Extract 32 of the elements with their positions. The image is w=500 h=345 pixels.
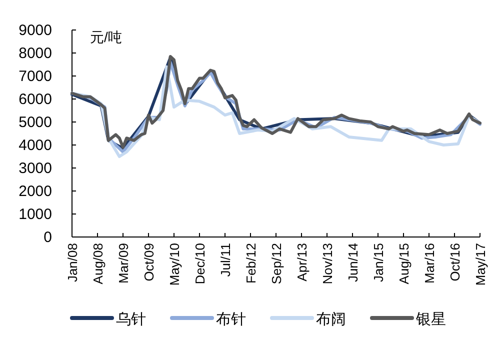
x-tick-label: Mar/16: [422, 243, 437, 284]
legend-label: 布针: [216, 311, 246, 328]
x-tick-label: May/10: [167, 243, 182, 286]
x-tick-label: Oct/09: [142, 243, 156, 282]
y-tick-label: 1000: [18, 206, 52, 223]
y-tick-label: 7000: [18, 68, 52, 85]
y-tick-label: 2000: [18, 183, 52, 200]
x-tick-label: Jan/15: [371, 243, 386, 282]
x-tick-label: Oct/16: [448, 243, 462, 282]
y-tick-label: 3000: [18, 160, 52, 177]
y-tick-label: 6000: [18, 91, 52, 108]
legend-label: 布阔: [316, 311, 346, 328]
y-tick-label: 9000: [18, 22, 52, 39]
x-tick-label: Mar/09: [116, 243, 131, 284]
x-tick-label: Aug/08: [90, 243, 106, 284]
x-tick-label: Sep/12: [269, 243, 284, 284]
x-tick-label: Feb/12: [244, 243, 258, 284]
x-tick-label: May/17: [473, 243, 488, 286]
y-tick-label: 4000: [18, 137, 52, 154]
x-tick-label: Nov/13: [320, 243, 335, 284]
legend-label: 乌针: [116, 311, 146, 328]
y-axis-title: 元/吨: [90, 29, 122, 45]
x-tick-label: Apr/13: [294, 243, 310, 282]
x-tick-label: Jan/08: [65, 243, 80, 282]
x-tick-label: Jul/11: [218, 243, 233, 277]
y-tick-label: 5000: [18, 114, 52, 131]
x-tick-label: Dec/10: [192, 243, 208, 284]
x-tick-label: Jun/14: [346, 243, 360, 282]
y-tick-label: 0: [44, 229, 52, 246]
x-tick-label: Aug/15: [396, 243, 412, 284]
legend-label: 银星: [415, 311, 446, 328]
y-tick-label: 8000: [18, 45, 52, 62]
